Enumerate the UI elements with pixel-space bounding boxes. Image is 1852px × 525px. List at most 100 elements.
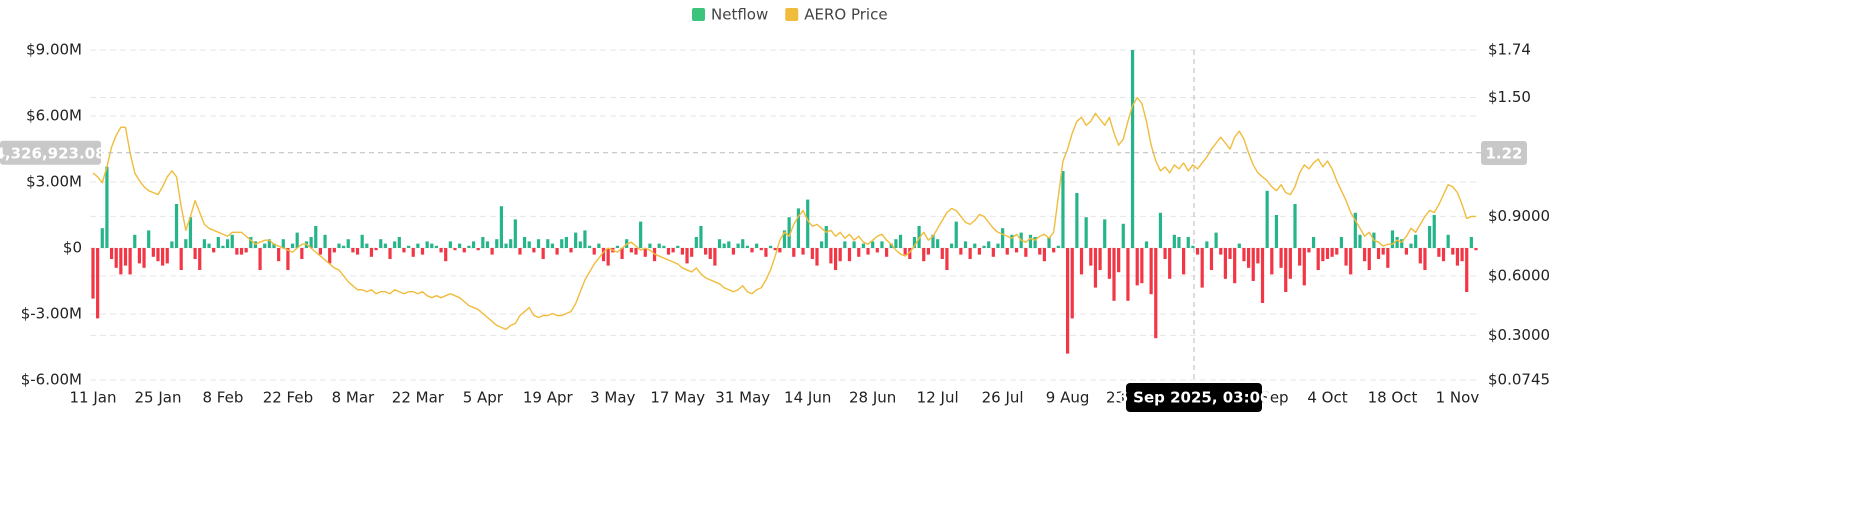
bar <box>420 248 425 255</box>
bar <box>945 248 949 270</box>
bar <box>1042 248 1046 262</box>
bar <box>1325 248 1330 259</box>
bar <box>1423 248 1427 270</box>
y2-tick-label: $0.6000 <box>1488 266 1550 284</box>
bar <box>1084 217 1088 248</box>
bar <box>1140 248 1144 284</box>
bar <box>815 248 819 266</box>
bar <box>871 241 875 248</box>
bar <box>151 248 155 257</box>
crosshair-y2-label: 1.22 <box>1485 145 1522 163</box>
bar <box>875 248 879 253</box>
bar <box>411 248 415 257</box>
x-tick-label: 17 May <box>650 389 705 407</box>
bar <box>755 243 759 248</box>
bar <box>852 241 856 248</box>
x-tick-label: 26 Jul <box>982 389 1024 407</box>
bar <box>620 248 624 259</box>
bar <box>100 228 104 248</box>
bar <box>1112 248 1116 301</box>
bar <box>383 243 387 248</box>
bar <box>165 248 169 264</box>
bar <box>639 221 643 248</box>
bar <box>1293 204 1297 248</box>
bar <box>1353 212 1357 248</box>
bar <box>379 239 383 248</box>
bar <box>1242 248 1246 262</box>
bar <box>973 243 977 248</box>
bar <box>954 221 958 248</box>
bar <box>314 226 318 248</box>
bar <box>820 241 824 248</box>
bar <box>666 248 671 255</box>
y-tick-label: $6.00M <box>26 107 82 125</box>
bar <box>476 248 480 251</box>
bar <box>1154 248 1158 339</box>
x-tick-label: 19 Apr <box>523 389 574 407</box>
bar <box>745 245 749 248</box>
bar <box>908 248 912 259</box>
bar <box>940 248 944 259</box>
bar <box>1089 248 1093 266</box>
bar <box>509 239 513 248</box>
bar <box>546 239 550 248</box>
bar <box>574 232 578 248</box>
bar <box>866 248 870 255</box>
bar <box>495 239 499 248</box>
bar <box>184 239 188 248</box>
crosshair-y-box <box>0 140 101 165</box>
bar <box>894 239 898 248</box>
bar <box>527 241 531 248</box>
bar <box>778 248 782 253</box>
bar <box>1065 248 1070 354</box>
bar <box>1052 248 1056 253</box>
bar <box>560 239 564 248</box>
bar <box>355 248 360 255</box>
bar <box>235 248 239 255</box>
bar <box>309 237 313 248</box>
bar <box>1047 237 1051 248</box>
crosshair-x-box <box>1126 383 1262 412</box>
bar <box>1163 248 1167 259</box>
bar <box>1307 248 1311 253</box>
bar <box>193 248 197 259</box>
bar <box>1219 248 1223 255</box>
bar <box>1349 248 1353 275</box>
bar <box>708 248 712 259</box>
bar <box>1061 171 1065 248</box>
bar <box>1469 237 1473 248</box>
bar <box>717 239 722 248</box>
bar <box>1075 193 1079 248</box>
bar <box>1028 234 1033 248</box>
bar <box>1437 248 1441 257</box>
bar <box>1344 248 1348 266</box>
bar <box>1381 248 1385 255</box>
bar <box>643 248 647 257</box>
x-tick-label: 25 Jan <box>134 389 181 407</box>
bar <box>1363 248 1367 262</box>
bar <box>300 248 304 259</box>
bar <box>123 248 128 266</box>
bar <box>1246 248 1251 268</box>
bar <box>1474 248 1478 251</box>
bar <box>137 248 142 264</box>
x-tick-label: 11 Jan <box>70 389 117 407</box>
bar <box>221 245 225 248</box>
bar <box>1390 230 1395 248</box>
bar <box>1010 234 1014 248</box>
bar <box>365 243 369 248</box>
bar <box>244 248 248 253</box>
bar <box>968 248 972 259</box>
bar <box>1376 248 1381 259</box>
bar <box>1130 50 1135 248</box>
bar <box>295 232 299 248</box>
bar <box>374 248 378 251</box>
bar <box>96 248 100 319</box>
bar <box>91 248 95 299</box>
bar <box>318 248 323 255</box>
bar <box>105 166 109 248</box>
y2-tick-label: $1.74 <box>1488 41 1531 59</box>
bar <box>170 241 174 248</box>
bar <box>360 234 364 248</box>
bar <box>286 248 290 270</box>
